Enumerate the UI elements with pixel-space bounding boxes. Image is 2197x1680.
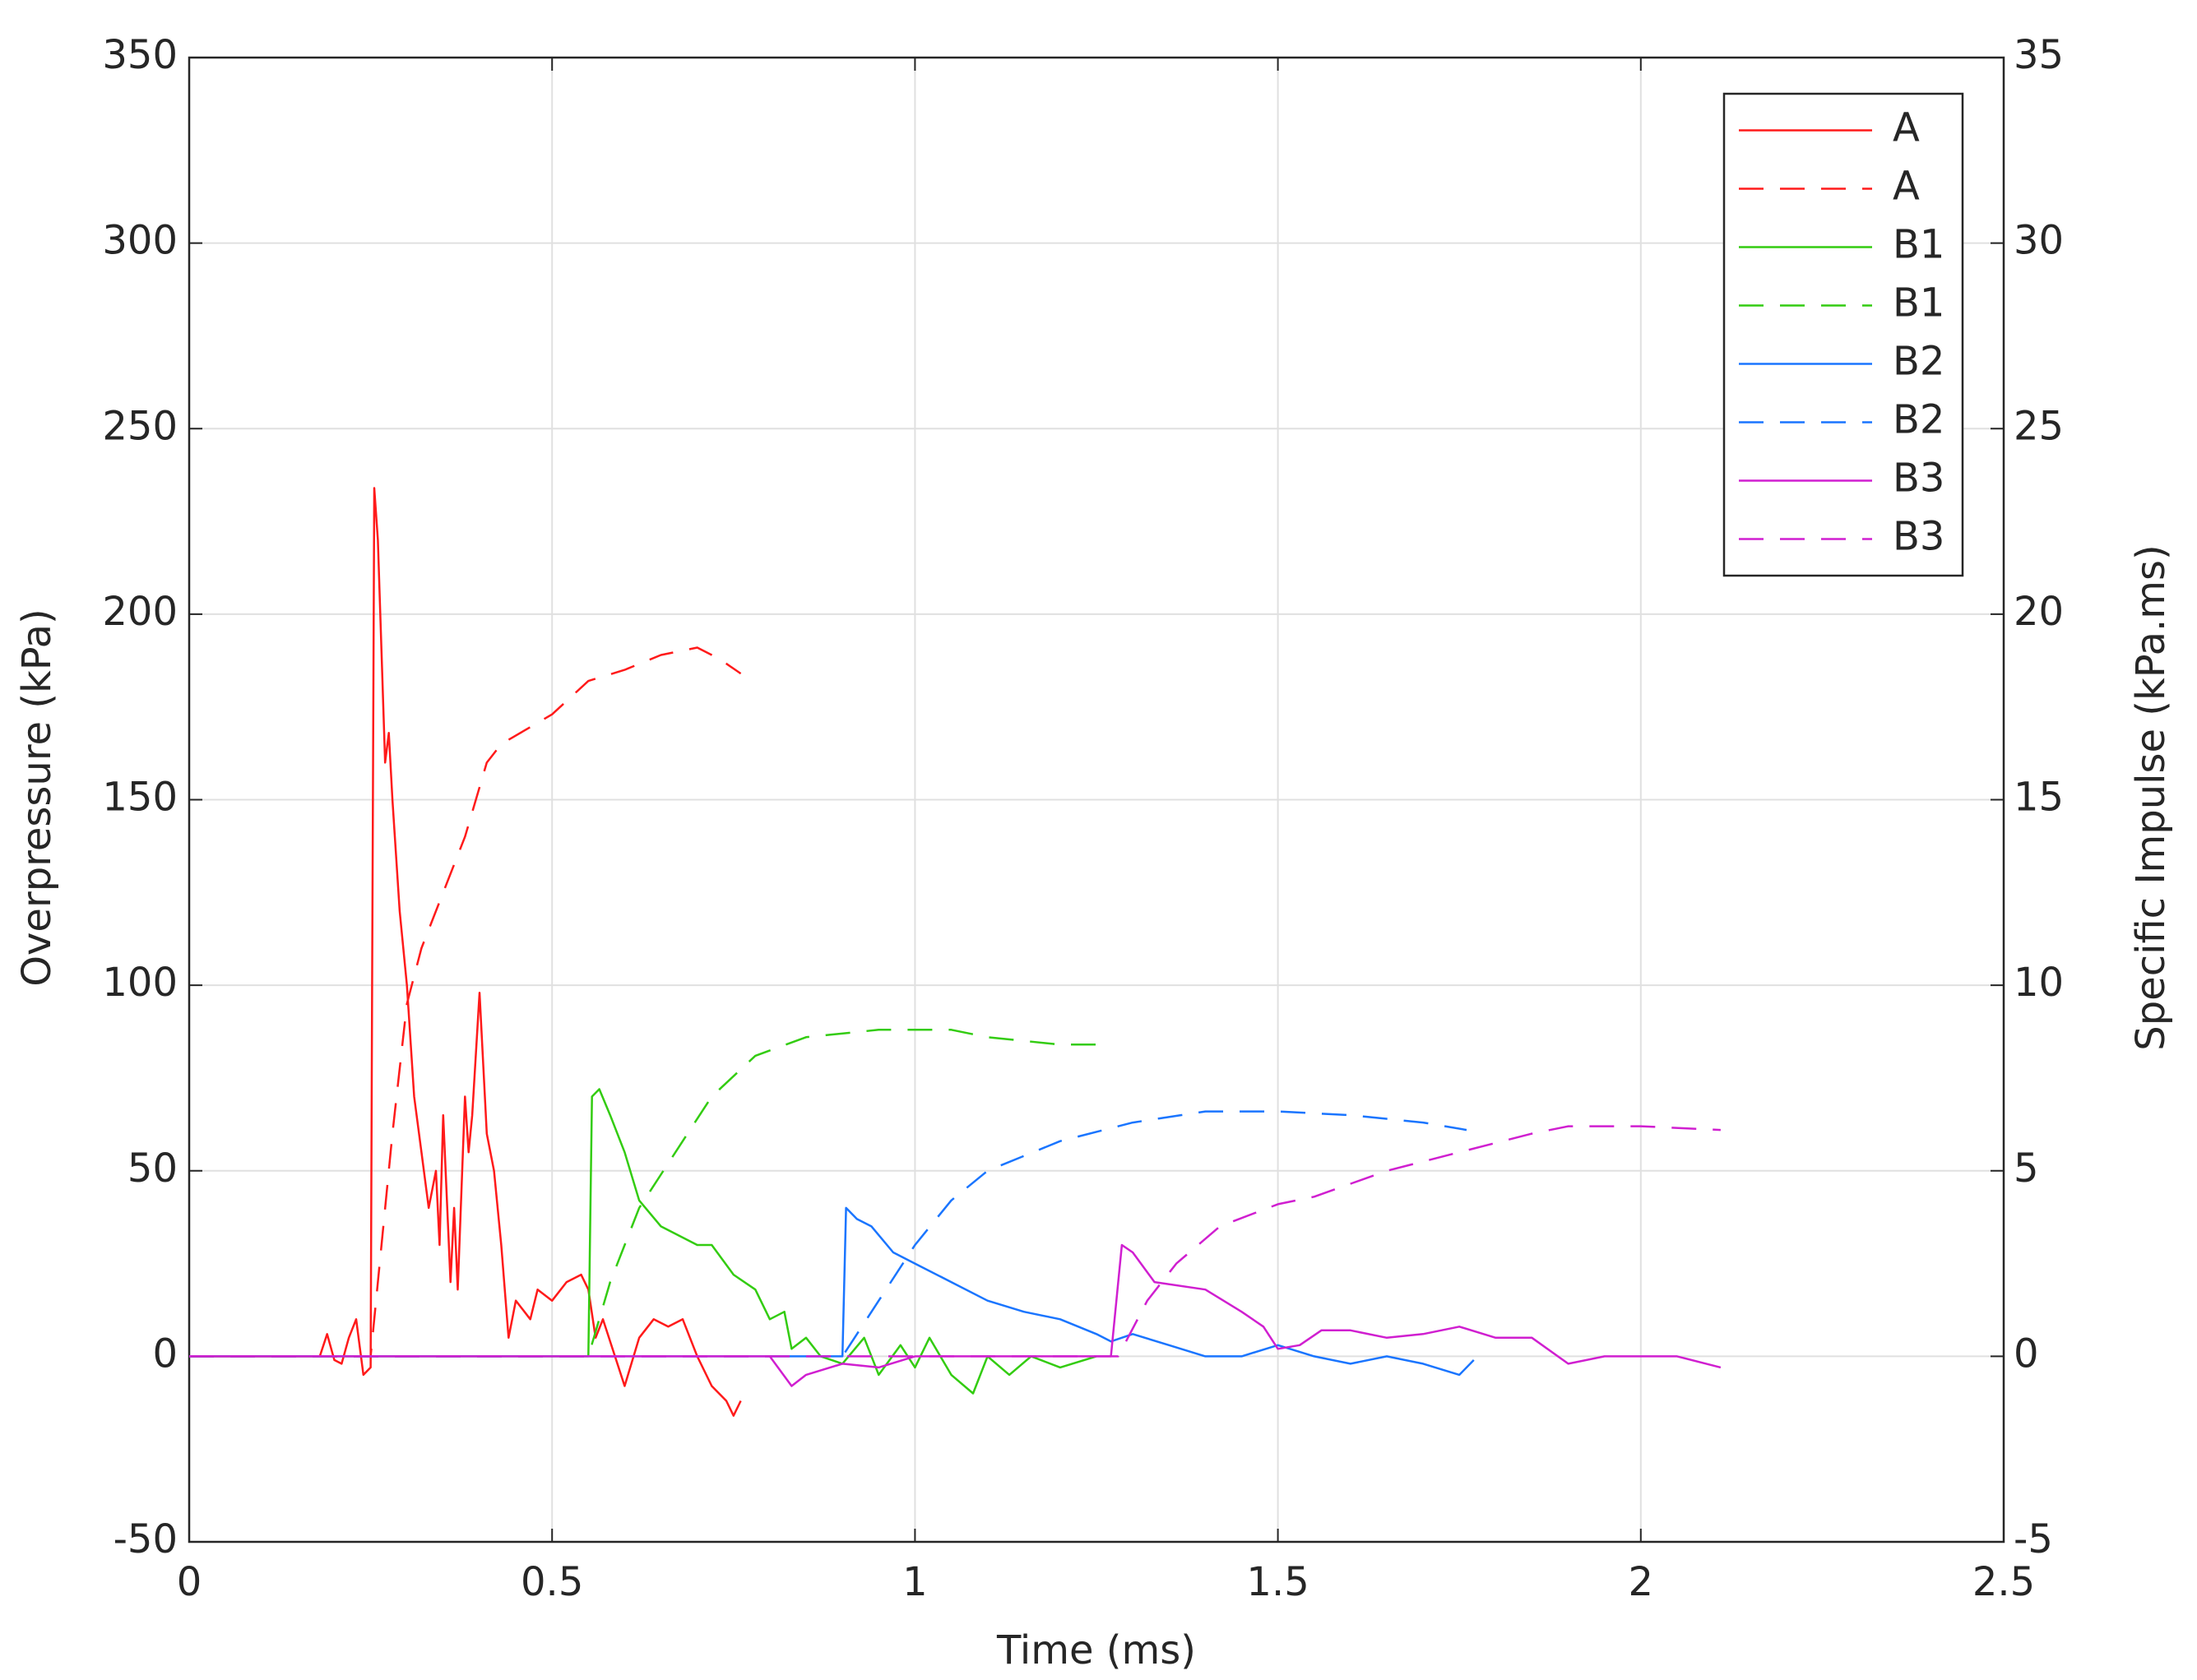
y-axis-label: Overpressure (kPa) [14,609,60,987]
legend-label: B2 [1893,397,1944,443]
legend: AA B1 B1 B2 B2 B3 B3 [1722,92,1964,577]
y-tick-label: 150 [102,775,178,821]
y2-tick-label: 5 [2014,1145,2039,1192]
series-line [189,646,742,1358]
legend-label: A [1893,105,1920,151]
y2-tick-label: 0 [2014,1331,2039,1377]
y2-tick-label: 20 [2014,589,2064,635]
x-tick-label: 2.5 [1972,1559,2035,1605]
y-tick-label: 200 [102,589,178,635]
y-tick-label: 50 [127,1145,178,1192]
x-tick-label: 0 [177,1559,202,1605]
x-tick-label: 1 [902,1559,928,1605]
y-tick-label: 100 [102,960,178,1006]
x-tick-label: 1.5 [1246,1559,1309,1605]
x-tick-label: 0.5 [521,1559,583,1605]
series-line [189,487,742,1417]
y2-tick-label: 25 [2014,403,2064,449]
series-line [189,1125,1721,1358]
legend-label: B1 [1893,222,1944,268]
legend-label: B3 [1893,514,1944,560]
y2-tick-label: -5 [2014,1516,2053,1562]
legend-box [1722,92,1964,577]
legend-label: B1 [1893,280,1944,326]
legend-label: B3 [1893,456,1944,502]
legend-label: A [1893,164,1920,210]
y-tick-label: 350 [102,32,178,78]
y2-tick-label: 10 [2014,960,2064,1006]
x-tick-label: 2 [1629,1559,1654,1605]
y-tick-label: -50 [114,1516,178,1562]
y-tick-label: 250 [102,403,178,449]
y2-axis-label: Specific Impulse (kPa.ms) [2128,544,2174,1051]
y-tick-label: 300 [102,218,178,264]
series-line [189,1243,1722,1387]
y2-tick-label: 15 [2014,775,2064,821]
y2-tick-label: 30 [2014,218,2064,264]
y2-tick-label: 35 [2014,32,2064,78]
plot-frame [188,56,2005,1543]
series-line [189,1088,1097,1395]
legend-label: B2 [1893,339,1944,385]
y-tick-label: 0 [152,1331,178,1377]
series-line [189,1206,1475,1377]
x-axis-label: Time (ms) [996,1627,1196,1673]
series-line [189,1029,1096,1358]
series-line [189,1110,1467,1358]
